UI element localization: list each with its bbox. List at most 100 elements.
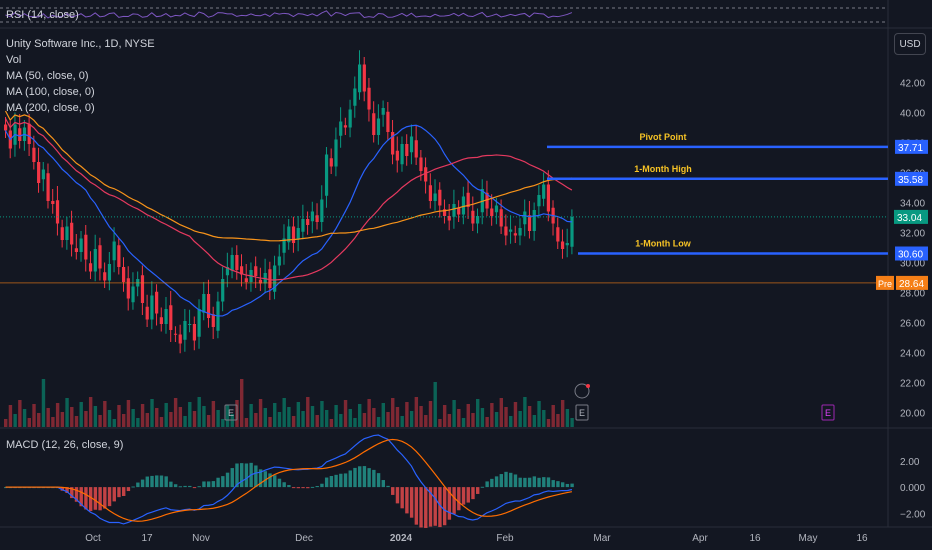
macd-histogram-bar bbox=[518, 477, 522, 488]
volume-bar bbox=[258, 399, 263, 427]
candle-body bbox=[523, 211, 527, 225]
macd-histogram-bar bbox=[457, 487, 461, 511]
macd-histogram-bar bbox=[164, 476, 168, 488]
premarket-value-tag bbox=[896, 275, 928, 290]
macd-histogram-bar bbox=[258, 469, 263, 488]
volume-bar bbox=[485, 417, 489, 427]
macd-histogram-bar bbox=[178, 486, 183, 488]
candle-body bbox=[527, 215, 532, 231]
macd-histogram-bar bbox=[310, 486, 315, 488]
candle-body bbox=[159, 317, 163, 324]
candle-body bbox=[107, 264, 112, 281]
signal-line bbox=[5, 438, 573, 522]
earnings-marker-icon bbox=[821, 404, 835, 421]
macd-histogram-bar bbox=[183, 485, 187, 488]
rsi-line bbox=[5, 10, 573, 19]
volume-bar bbox=[537, 401, 541, 427]
earnings-marker-icon bbox=[575, 404, 589, 421]
volume-bar bbox=[542, 410, 546, 427]
macd-histogram-bar bbox=[400, 487, 404, 509]
main-legend-vol: Vol bbox=[6, 54, 22, 66]
volume-bar bbox=[315, 415, 319, 427]
macd-histogram-bar bbox=[126, 487, 131, 492]
candles bbox=[4, 50, 574, 354]
volume-bar bbox=[263, 408, 267, 427]
y-tick-label: 42.00 bbox=[900, 79, 925, 90]
candle-body bbox=[230, 255, 234, 271]
candle-body bbox=[235, 255, 239, 270]
candle-body bbox=[438, 189, 442, 206]
volume-bar bbox=[206, 415, 211, 427]
volume-bar bbox=[565, 409, 570, 427]
currency-button[interactable]: USD bbox=[894, 33, 926, 55]
candle-body bbox=[126, 278, 130, 299]
volume-bar bbox=[386, 412, 390, 427]
volume-bar bbox=[282, 398, 286, 427]
candle-body bbox=[46, 173, 50, 201]
macd-tick-label: 2.00 bbox=[900, 457, 920, 468]
macd-histogram-bar bbox=[348, 470, 352, 488]
candle-body bbox=[131, 286, 135, 303]
candle-body bbox=[513, 233, 517, 236]
candle-body bbox=[504, 226, 508, 236]
macd-histogram-bar bbox=[277, 478, 282, 488]
current-price-tag bbox=[894, 209, 928, 224]
level-price-tag bbox=[895, 246, 928, 261]
y-tick-label: 28.00 bbox=[900, 289, 925, 300]
volume-bar bbox=[343, 400, 348, 427]
volume-bar bbox=[112, 419, 116, 427]
volume-bar bbox=[466, 404, 470, 427]
volume-bar bbox=[310, 406, 315, 427]
volume-bar bbox=[136, 418, 140, 427]
x-tick-label: 17 bbox=[141, 533, 153, 544]
macd-histogram-bar bbox=[433, 487, 437, 526]
volume-bar bbox=[107, 410, 112, 427]
current-price-label: 33.04 bbox=[897, 213, 922, 224]
volume-bar bbox=[240, 379, 244, 427]
volume-bar bbox=[457, 409, 461, 427]
volume-bar bbox=[527, 406, 532, 427]
x-tick-label: 16 bbox=[856, 533, 868, 544]
volume-bar bbox=[254, 413, 258, 427]
candle-body bbox=[268, 269, 272, 288]
volume-bar bbox=[424, 415, 428, 427]
macd-histogram-bar bbox=[291, 487, 296, 489]
candle-body bbox=[310, 211, 314, 222]
earnings-marker-label: E bbox=[579, 408, 585, 418]
volume-bar bbox=[442, 405, 447, 427]
candle-body bbox=[192, 324, 196, 341]
main-legend-ma50: MA (50, close, 0) bbox=[6, 70, 89, 82]
volume-bar bbox=[504, 407, 508, 427]
macd-histogram-bar bbox=[221, 476, 225, 488]
volume-bar bbox=[88, 397, 93, 427]
volume-bar bbox=[362, 413, 367, 427]
candle-body bbox=[409, 136, 414, 153]
ma100-line bbox=[4, 118, 573, 281]
volume-bar bbox=[117, 405, 121, 427]
macd-histogram-bar bbox=[324, 477, 329, 488]
candle-body bbox=[461, 196, 466, 215]
volume-bar bbox=[452, 400, 456, 427]
volume-bar bbox=[155, 408, 159, 427]
ma50-line bbox=[4, 124, 572, 317]
macd-histogram-bar bbox=[98, 487, 102, 511]
volume-bar bbox=[93, 406, 98, 427]
volume-bars bbox=[4, 379, 574, 427]
macd-histogram-bar bbox=[447, 487, 452, 520]
macd-histogram-bar bbox=[273, 475, 277, 488]
volume-bar bbox=[476, 399, 480, 427]
macd-histogram-bar bbox=[551, 480, 555, 488]
macd-histogram-bar bbox=[202, 481, 206, 488]
macd-histogram-bar bbox=[362, 466, 367, 488]
candle-body bbox=[37, 162, 41, 183]
volume-bar bbox=[60, 412, 65, 427]
candle-body bbox=[65, 226, 69, 240]
candle-body bbox=[55, 200, 60, 224]
volume-bar bbox=[291, 416, 296, 427]
macd-histogram-bar bbox=[287, 485, 291, 488]
candle-body bbox=[353, 88, 357, 106]
volume-bar bbox=[197, 397, 201, 427]
volume-bar bbox=[164, 403, 168, 427]
candle-body bbox=[79, 238, 83, 252]
candle-body bbox=[27, 123, 31, 144]
